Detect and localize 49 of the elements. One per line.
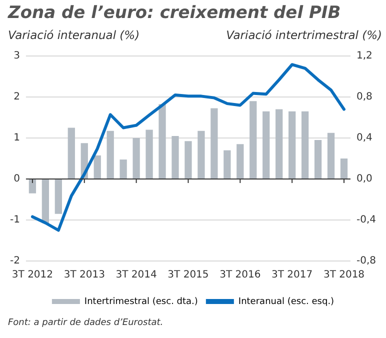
bar (146, 130, 153, 178)
y2-tick-label: -0,8 (356, 256, 376, 267)
bar (198, 130, 205, 178)
y2-tick-label: 0,0 (356, 174, 372, 185)
y2-tick-label: 1,2 (356, 50, 372, 62)
x-tick-label: 3T 2015 (168, 270, 209, 281)
y-tick-label: 0 (14, 174, 20, 185)
legend-label: Intertrimestral (esc. dta.) (84, 296, 198, 307)
bar (288, 111, 296, 178)
bar (172, 136, 179, 178)
bar (210, 108, 218, 178)
bar (224, 150, 231, 178)
bar (106, 130, 114, 178)
y-axis-title: Variació interanual (%) (8, 28, 140, 42)
bar (250, 101, 257, 178)
bar (54, 180, 62, 214)
x-tick-label: 3T 2013 (64, 270, 105, 281)
bar (327, 132, 335, 178)
text: Font: a partir de dades d’Eurostat. (8, 318, 164, 328)
x-tick-label: 3T 2012 (12, 270, 54, 281)
bar (68, 128, 75, 178)
y-tick-label: 2 (14, 92, 20, 103)
bar (184, 141, 192, 178)
bar (28, 180, 36, 194)
y2-axis-title: Variació intertrimestral (%) (226, 28, 382, 42)
y-tick-label: -2 (10, 256, 20, 267)
y2-tick-label: 0,4 (356, 132, 372, 144)
y-tick-label: -1 (10, 214, 20, 226)
bar (276, 109, 283, 178)
bar (120, 160, 127, 178)
x-tick-label: 3T 2017 (272, 270, 313, 281)
legend-label: Interanual (esc. esq.) (238, 296, 334, 307)
chart-title: Zona de l’euro: creixement del PIB (8, 3, 341, 23)
x-tick-label: 3T 2018 (323, 270, 365, 281)
y-tick-label: 1 (14, 132, 20, 144)
y2-tick-label: 0,8 (356, 92, 372, 103)
bar (262, 111, 270, 178)
bar (132, 138, 140, 178)
x-tick-label: 3T 2016 (220, 270, 261, 281)
x-tick-label: 3T 2014 (116, 270, 157, 281)
bar (314, 140, 322, 178)
bar (301, 111, 309, 178)
y2-tick-label: -0,4 (356, 214, 376, 226)
bar (42, 180, 50, 224)
bar (158, 104, 166, 178)
bar (340, 158, 348, 178)
bar (236, 144, 244, 178)
bar (94, 155, 101, 178)
y-tick-label: 3 (14, 50, 20, 62)
